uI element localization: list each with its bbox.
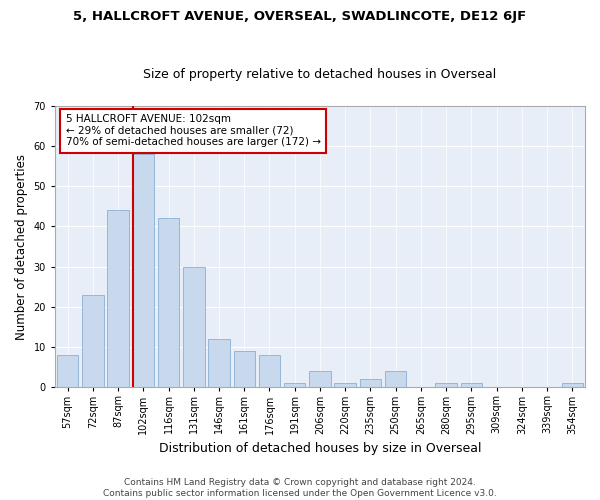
Bar: [334, 384, 356, 388]
Bar: [385, 372, 406, 388]
Bar: [562, 384, 583, 388]
Title: Size of property relative to detached houses in Overseal: Size of property relative to detached ho…: [143, 68, 497, 81]
Bar: [284, 384, 305, 388]
Bar: [183, 266, 205, 388]
Bar: [82, 295, 104, 388]
Text: 5 HALLCROFT AVENUE: 102sqm
← 29% of detached houses are smaller (72)
70% of semi: 5 HALLCROFT AVENUE: 102sqm ← 29% of deta…: [65, 114, 320, 148]
Bar: [158, 218, 179, 388]
Bar: [233, 351, 255, 388]
Y-axis label: Number of detached properties: Number of detached properties: [15, 154, 28, 340]
X-axis label: Distribution of detached houses by size in Overseal: Distribution of detached houses by size …: [159, 442, 481, 455]
Bar: [107, 210, 129, 388]
Text: 5, HALLCROFT AVENUE, OVERSEAL, SWADLINCOTE, DE12 6JF: 5, HALLCROFT AVENUE, OVERSEAL, SWADLINCO…: [73, 10, 527, 23]
Bar: [461, 384, 482, 388]
Bar: [309, 372, 331, 388]
Bar: [57, 355, 79, 388]
Bar: [436, 384, 457, 388]
Bar: [259, 355, 280, 388]
Text: Contains HM Land Registry data © Crown copyright and database right 2024.
Contai: Contains HM Land Registry data © Crown c…: [103, 478, 497, 498]
Bar: [208, 339, 230, 388]
Bar: [133, 154, 154, 388]
Bar: [360, 380, 381, 388]
